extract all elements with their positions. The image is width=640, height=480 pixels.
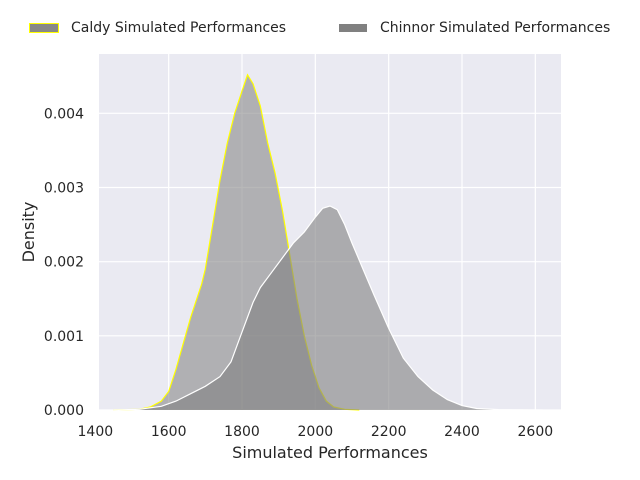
legend-swatch-caldy (29, 23, 59, 33)
y-tick-label: 0.000 (44, 403, 84, 419)
y-tick-label: 0.003 (44, 181, 84, 197)
legend-label-chinnor: Chinnor Simulated Performances (380, 20, 611, 36)
x-tick-label: 2000 (298, 424, 334, 440)
legend-label-caldy: Caldy Simulated Performances (71, 20, 287, 36)
legend: Caldy Simulated Performances Chinnor Sim… (0, 20, 640, 44)
series-edge-1 (113, 205, 543, 411)
y-tick-label: 0.004 (44, 106, 84, 122)
x-tick-label: 2400 (444, 424, 480, 440)
x-axis-label: Simulated Performances (232, 443, 428, 462)
legend-item-chinnor: Chinnor Simulated Performances (338, 20, 610, 36)
x-tick-labels: 1400 1600 1800 2000 2200 2400 2600 (78, 424, 554, 440)
x-tick-label: 1400 (78, 424, 114, 440)
x-tick-label: 1600 (151, 424, 187, 440)
x-tick-label: 2200 (371, 424, 407, 440)
legend-swatch-chinnor (338, 23, 368, 33)
y-tick-label: 0.001 (44, 329, 84, 345)
series-area-1 (113, 206, 543, 410)
x-tick-label: 1800 (224, 424, 260, 440)
y-tick-labels: 0.000 0.001 0.002 0.003 0.004 (44, 106, 84, 419)
legend-item-caldy: Caldy Simulated Performances (29, 20, 286, 36)
y-tick-label: 0.002 (44, 255, 84, 271)
x-tick-label: 2600 (518, 424, 554, 440)
series-layer (113, 73, 543, 411)
y-axis-label: Density (19, 202, 38, 263)
